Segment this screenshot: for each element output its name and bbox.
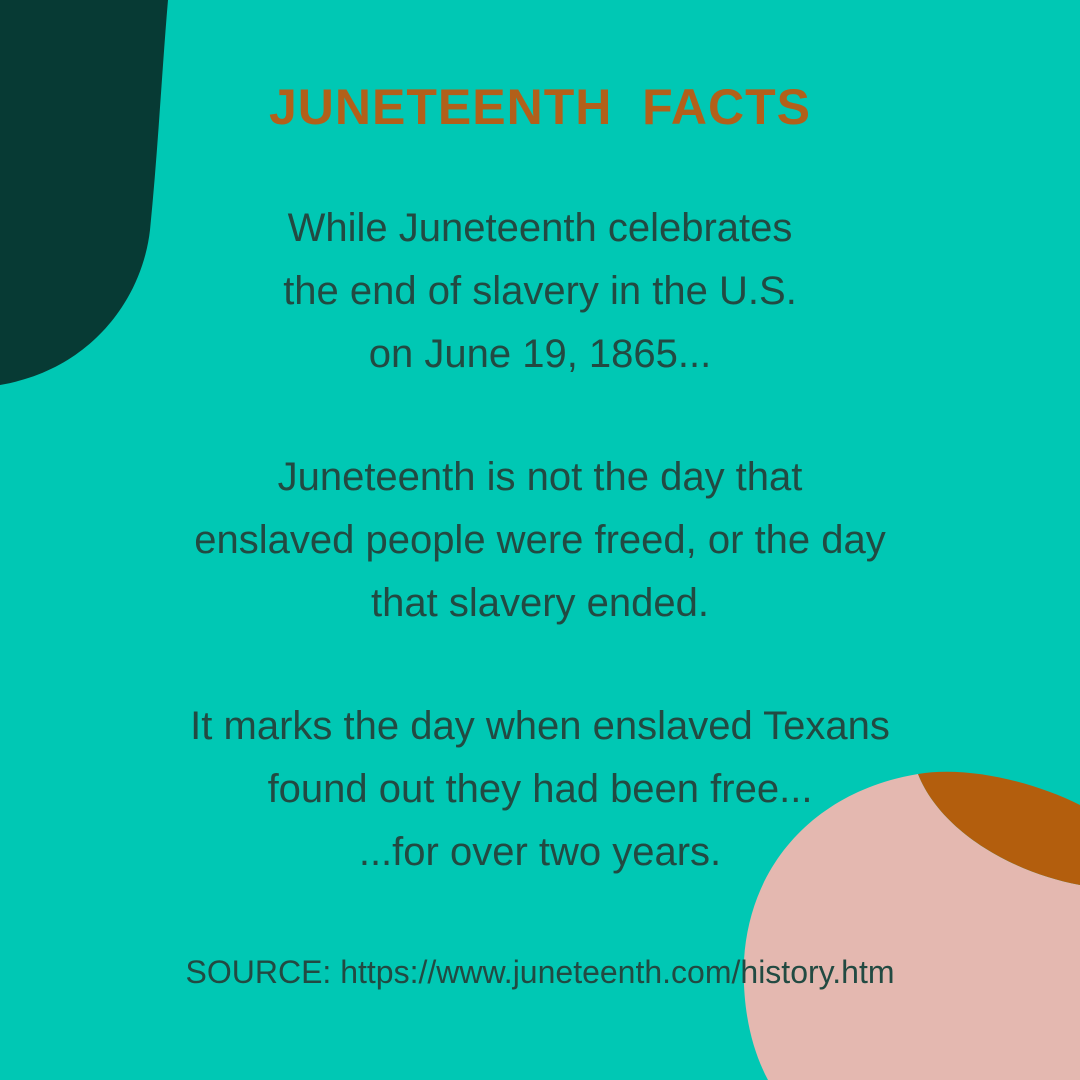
fact-line: the end of slavery in the U.S. bbox=[283, 269, 797, 313]
fact-line: that slavery ended. bbox=[371, 581, 709, 625]
fact-line: It marks the day when enslaved Texans bbox=[190, 704, 890, 748]
dark-green-blob bbox=[0, 0, 168, 385]
fact-line: found out they had been free... bbox=[267, 767, 813, 811]
fact-line: enslaved people were freed, or the day bbox=[194, 518, 886, 562]
fact-line: on June 19, 1865... bbox=[368, 332, 712, 376]
fact-line: Juneteenth is not the day that bbox=[277, 455, 803, 499]
rust-blob bbox=[918, 771, 1080, 885]
fact-line: While Juneteenth celebrates bbox=[287, 206, 793, 250]
page-title: JUNETEENTH FACTS bbox=[268, 79, 812, 135]
fact-line: ...for over two years. bbox=[358, 830, 722, 874]
pink-blob bbox=[743, 774, 1080, 1080]
source-citation: SOURCE: https://www.juneteenth.com/histo… bbox=[185, 954, 895, 990]
